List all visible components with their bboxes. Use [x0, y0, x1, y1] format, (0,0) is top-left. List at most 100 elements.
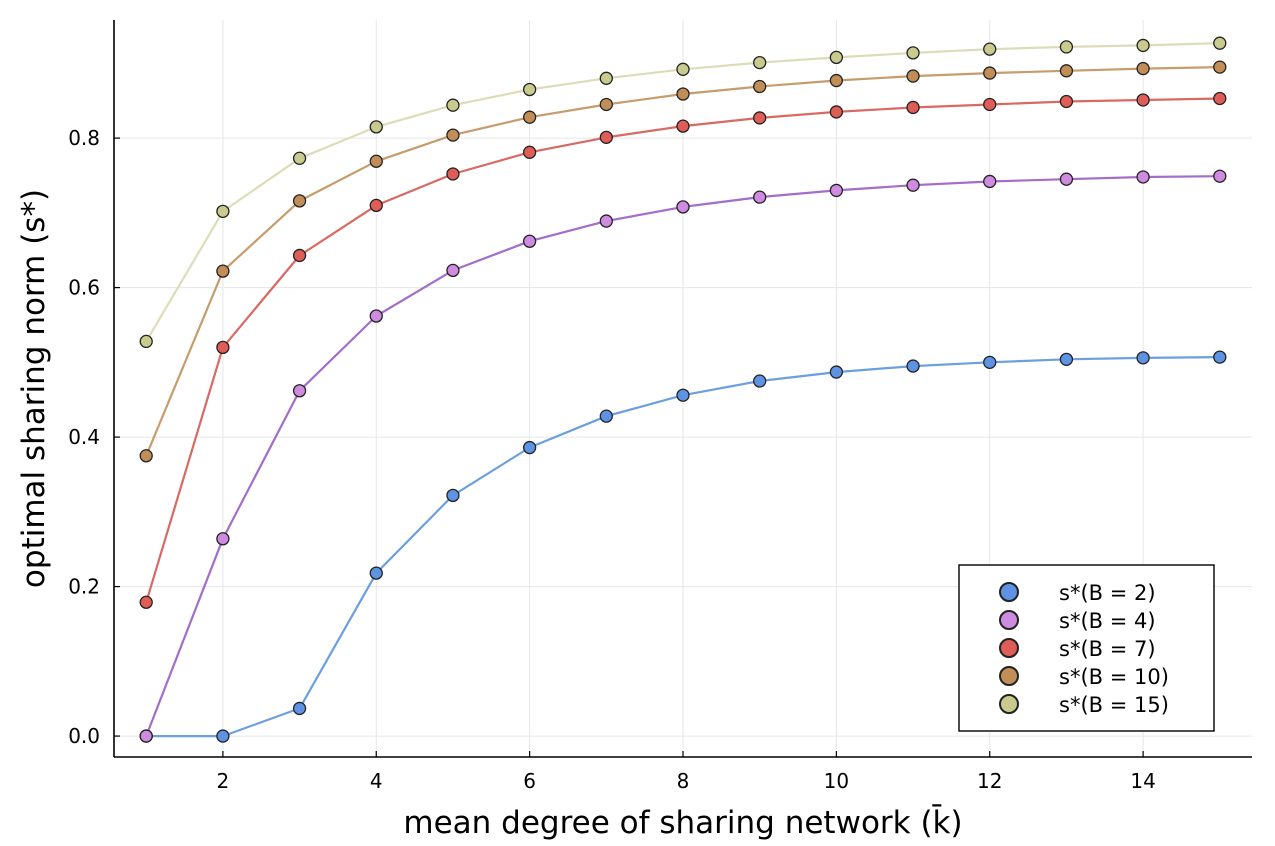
x-tick-label: 12 — [977, 769, 1002, 793]
data-point — [753, 190, 767, 204]
data-point — [139, 729, 153, 743]
data-point — [216, 264, 230, 278]
data-point — [446, 128, 460, 142]
data-point — [829, 183, 844, 198]
legend-marker — [999, 638, 1019, 658]
data-point — [446, 263, 460, 278]
data-point — [676, 388, 690, 402]
data-point — [369, 120, 383, 134]
data-point — [1059, 94, 1074, 109]
x-tick-label: 2 — [217, 769, 230, 793]
data-point — [599, 71, 613, 85]
data-point — [983, 66, 997, 80]
data-point — [522, 234, 537, 248]
data-point — [522, 82, 537, 97]
data-point — [216, 729, 230, 743]
data-point — [1136, 61, 1150, 76]
x-tick-label: 14 — [1130, 769, 1155, 793]
data-point — [1059, 64, 1074, 78]
x-axis-title: mean degree of sharing network (k̄) — [403, 804, 962, 841]
data-point — [829, 365, 844, 379]
data-point — [829, 105, 844, 119]
data-point — [676, 200, 690, 214]
legend-marker — [999, 666, 1019, 686]
data-point — [139, 449, 153, 463]
series-5 — [139, 36, 1227, 349]
data-point — [983, 355, 997, 369]
data-point — [522, 110, 537, 124]
data-point — [1213, 350, 1227, 364]
data-point — [139, 595, 153, 609]
data-point — [906, 46, 920, 60]
data-point — [369, 566, 383, 580]
data-point — [983, 42, 997, 56]
series — [139, 36, 1227, 743]
data-point — [369, 154, 383, 168]
data-point — [369, 198, 383, 213]
data-point — [753, 55, 767, 70]
data-point — [1213, 169, 1227, 183]
series-3 — [139, 91, 1227, 609]
data-point — [983, 97, 997, 112]
data-point — [522, 145, 537, 159]
data-point — [906, 69, 920, 83]
data-point — [983, 174, 997, 189]
data-point — [522, 440, 537, 455]
x-tick-label: 6 — [523, 769, 536, 793]
data-point — [599, 214, 613, 228]
data-point — [829, 73, 844, 88]
data-point — [1059, 352, 1074, 366]
series-2 — [139, 169, 1227, 743]
legend: s*(B = 2) s*(B = 4) s*(B = 7) s*(B = 10) s*(… — [958, 564, 1215, 732]
series-1 — [139, 350, 1227, 743]
data-point — [1213, 36, 1227, 50]
data-point — [906, 178, 920, 192]
data-point — [292, 248, 307, 263]
y-tick-label: 0.6 — [68, 276, 100, 300]
data-point — [599, 97, 613, 112]
x-tick-label: 4 — [370, 769, 383, 793]
data-point — [1136, 351, 1150, 365]
data-point — [216, 204, 230, 219]
data-point — [292, 151, 307, 165]
data-point — [1059, 172, 1074, 186]
series-4 — [139, 60, 1227, 463]
grid — [114, 20, 1252, 757]
data-point — [1136, 38, 1150, 53]
legend-marker — [999, 610, 1019, 630]
data-point — [1213, 91, 1227, 106]
data-point — [1136, 170, 1150, 184]
data-point — [906, 100, 920, 115]
data-point — [676, 119, 690, 133]
data-point — [753, 374, 767, 388]
legend-marker — [999, 694, 1019, 714]
data-point — [216, 340, 230, 355]
y-tick-label: 0.2 — [68, 575, 100, 599]
legend-label: s*(B = 15) — [1059, 693, 1169, 717]
data-point — [139, 334, 153, 349]
legend-label: s*(B = 7) — [1059, 637, 1156, 661]
data-point — [292, 384, 307, 398]
data-point — [906, 359, 920, 373]
data-point — [1136, 93, 1150, 107]
x-tick-label: 10 — [824, 769, 849, 793]
legend-label: s*(B = 10) — [1059, 665, 1169, 689]
data-point — [599, 409, 613, 423]
y-tick-label: 0.0 — [68, 724, 100, 748]
data-point — [599, 130, 613, 145]
data-point — [369, 309, 383, 323]
data-point — [1059, 40, 1074, 54]
data-point — [753, 79, 767, 94]
y-axis-title: optimal sharing norm (s*) — [16, 189, 52, 588]
data-point — [292, 701, 307, 716]
data-point — [216, 532, 230, 546]
legend-label: s*(B = 4) — [1059, 609, 1156, 633]
data-point — [1213, 60, 1227, 74]
data-point — [446, 167, 460, 181]
data-point — [829, 50, 844, 65]
legend-marker — [999, 582, 1019, 602]
data-point — [446, 98, 460, 112]
data-point — [446, 488, 460, 503]
data-point — [676, 62, 690, 76]
